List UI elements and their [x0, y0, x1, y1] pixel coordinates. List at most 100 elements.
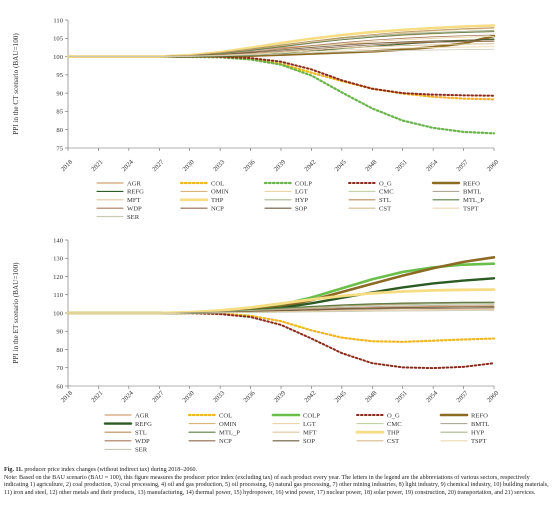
x-tick-label: 2051	[395, 159, 409, 173]
legend-label: COL	[211, 180, 224, 187]
x-tick-label: 2048	[364, 158, 379, 173]
legend-label: REFG	[127, 189, 144, 196]
legend-label: STL	[135, 430, 147, 437]
x-tick-label: 2033	[212, 389, 227, 404]
legend-label: COLP	[295, 180, 312, 187]
legend-label: LGT	[303, 421, 316, 428]
legend-label: MTL_P	[463, 197, 484, 204]
x-tick-label: 2027	[151, 158, 166, 173]
legend-label: TSPT	[463, 206, 478, 213]
x-tick-label: 2033	[212, 158, 227, 173]
series-line-col	[66, 55, 496, 101]
chart-1: 75 80 85 90 95 100 105 110 2018 2021 2024 2027 2030 2…	[12, 17, 501, 221]
y-tick-label: 90	[56, 329, 63, 336]
x-tick-label: 2036	[242, 389, 257, 404]
legend-label: CST	[379, 206, 391, 213]
x-tick-label: 2051	[395, 390, 409, 404]
y-tick-label: 85	[56, 109, 63, 116]
figure-label: Fig. 11.	[4, 467, 23, 473]
legend-label: BMTL	[471, 421, 489, 428]
x-tick-label: 2018	[60, 389, 75, 404]
legend-label: O_G	[387, 412, 400, 419]
y-tick-label: 80	[56, 127, 63, 134]
y-tick-label: 140	[53, 237, 64, 244]
legend: AGR COL COLP O_G REFO REFG OMIN LGT CMC BMTL STL MT…	[103, 412, 489, 454]
legend-label: WDP	[127, 206, 142, 213]
legend-label: WDP	[135, 438, 150, 445]
y-axis-label: PPI in the CT scenario (BAU=100)	[12, 33, 20, 135]
x-tick-label: 2024	[121, 389, 136, 404]
x-tick-label: 2045	[334, 389, 349, 404]
y-tick-label: 95	[56, 72, 63, 79]
series-line-col	[66, 311, 496, 343]
x-tick-label: 2036	[242, 158, 257, 173]
legend-label: MTL_P	[219, 430, 240, 437]
legend-label: SER	[135, 447, 148, 454]
x-tick-label: 2054	[425, 389, 440, 404]
legend-label: CMC	[387, 421, 402, 428]
y-tick-label: 130	[53, 256, 64, 263]
legend-label: TSPT	[471, 438, 486, 445]
y-tick-label: 75	[56, 145, 63, 152]
y-tick-label: 80	[56, 347, 63, 354]
legend-label: MFT	[127, 197, 141, 204]
x-tick-label: 2030	[182, 158, 197, 173]
legend-label: REFG	[135, 421, 152, 428]
y-tick-label: 110	[53, 292, 63, 299]
x-tick-label: 2021	[90, 159, 104, 173]
series-line-colp	[66, 55, 496, 135]
x-tick-label: 2054	[425, 158, 440, 173]
legend-label: THP	[387, 430, 400, 437]
legend-label: NCP	[219, 438, 232, 445]
x-tick-label: 2021	[90, 390, 104, 404]
series-line-o-g	[67, 55, 495, 97]
x-tick-label: 2060	[486, 389, 501, 404]
legend-label: REFO	[463, 180, 480, 187]
series-line-ser	[67, 48, 495, 57]
legend-label: BMTL	[463, 189, 481, 196]
y-tick-label: 110	[53, 17, 63, 24]
x-tick-label: 2039	[273, 389, 288, 404]
y-axis-label: PPI in the ET scenario (BAU=100)	[12, 262, 20, 364]
y-tick-label: 120	[53, 274, 64, 281]
x-tick-label: 2045	[334, 158, 349, 173]
figure-title: producer price index changes (without in…	[22, 467, 198, 473]
chart-2: 60 70 80 90 100 110 120 130 140 2018 2021 2024 2027 2…	[12, 237, 501, 453]
legend-label: SER	[127, 214, 140, 221]
series-line-ser	[67, 310, 495, 314]
y-tick-label: 70	[56, 365, 63, 372]
legend-label: NCP	[211, 206, 224, 213]
legend-label: MFT	[303, 430, 317, 437]
legend-label: O_G	[379, 180, 392, 187]
figure-caption: Fig. 11. producer price index changes (w…	[4, 467, 550, 497]
legend: AGR COL COLP O_G REFO REFG OMIN LGT CMC BMTL MFT TH…	[96, 180, 484, 221]
legend-label: OMIN	[211, 189, 229, 196]
x-tick-label: 2018	[60, 158, 75, 173]
legend-label: OMIN	[219, 421, 237, 428]
legend-label: CMC	[379, 189, 394, 196]
y-tick-label: 100	[53, 310, 64, 317]
x-tick-label: 2057	[455, 158, 470, 173]
legend-label: COLP	[303, 412, 320, 419]
x-tick-label: 2042	[303, 159, 317, 173]
x-tick-label: 2027	[151, 389, 166, 404]
legend-label: COL	[219, 412, 232, 419]
x-tick-label: 2048	[364, 389, 379, 404]
x-tick-label: 2039	[273, 158, 288, 173]
x-tick-label: 2057	[455, 389, 470, 404]
x-tick-label: 2060	[486, 158, 501, 173]
legend-label: HYP	[471, 430, 485, 437]
figure-note: Note: Based on the BAU scenario (BAU = 1…	[4, 474, 549, 496]
legend-label: SOP	[295, 206, 307, 213]
legend-label: CST	[387, 438, 399, 445]
legend-label: STL	[379, 197, 391, 204]
x-tick-label: 2042	[303, 390, 317, 404]
y-tick-label: 100	[53, 54, 64, 61]
legend-label: REFO	[471, 412, 488, 419]
legend-label: THP	[211, 197, 224, 204]
x-tick-label: 2030	[182, 389, 197, 404]
y-tick-label: 60	[56, 383, 63, 390]
legend-label: LGT	[295, 189, 308, 196]
legend-label: SOP	[303, 438, 315, 445]
legend-label: AGR	[135, 412, 150, 419]
